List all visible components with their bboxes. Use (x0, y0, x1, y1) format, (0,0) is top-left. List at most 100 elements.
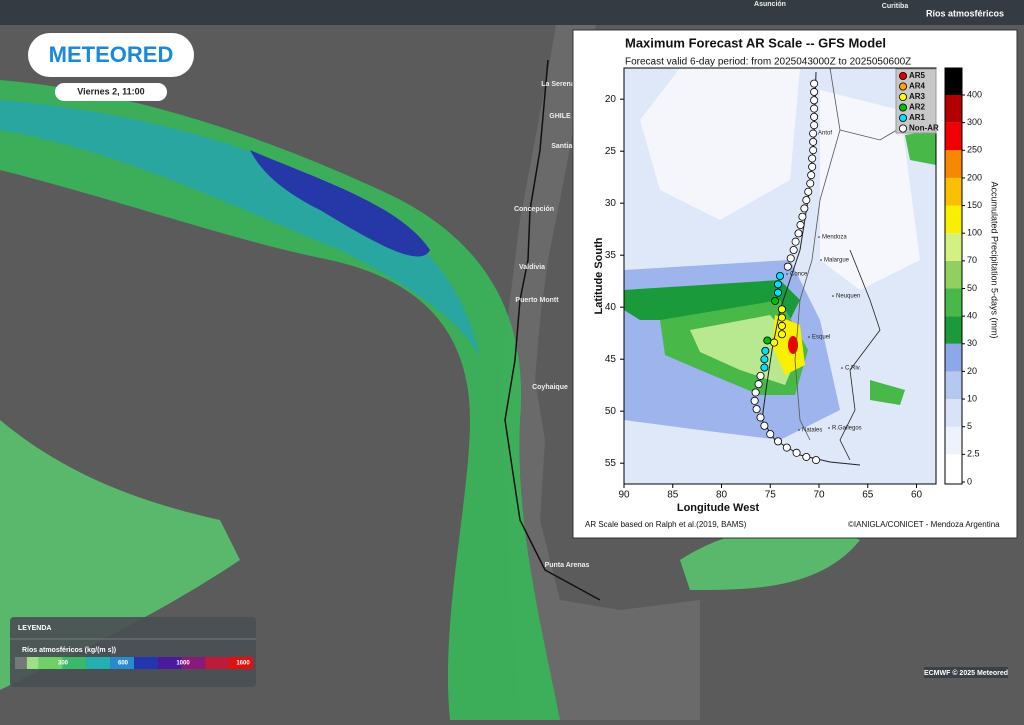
ar-point (783, 262, 792, 271)
ar-point (760, 363, 769, 372)
colorbar-tick-label: 20 (967, 366, 977, 376)
ar-swath-max (250, 150, 430, 257)
colorbar-tick-label: 50 (967, 283, 977, 293)
logo: METEORED (49, 42, 174, 67)
ar-point (809, 146, 818, 155)
colorbar-segment (945, 399, 962, 427)
colorbar-tick-label: 70 (967, 255, 977, 265)
legend-tick-label: 1000 (176, 661, 190, 667)
map-labels: Asunción Curitiba La Serena GHILE Santiago Co… (514, 1, 908, 569)
ar-swath-secondary (680, 526, 860, 590)
precip-field (624, 68, 936, 484)
credit-box (924, 667, 1008, 678)
legend-tick-label: 1600 (236, 661, 250, 667)
ar-point (782, 443, 791, 452)
ar-point (766, 430, 775, 439)
ar-point (760, 421, 769, 430)
colorbar-tick-label: 100 (967, 228, 982, 238)
legend-marker (899, 114, 908, 123)
place-label: C.Riv. (845, 366, 861, 372)
ar-point (812, 456, 821, 465)
precip-area (690, 315, 800, 385)
ar-point (798, 212, 807, 221)
colorbar-tick-label: 150 (967, 200, 982, 210)
legend-tick-label: 300 (58, 661, 69, 667)
ar-point (750, 396, 759, 405)
place-label: Mendoza (822, 235, 847, 241)
ar-point (810, 87, 819, 96)
colorbar-segment (945, 233, 962, 261)
legend-label: Non-AR (909, 124, 939, 133)
legend-label: AR3 (909, 92, 926, 101)
ar-point (810, 104, 819, 113)
ar-point (791, 237, 800, 246)
plot-frame (623, 67, 937, 485)
place-marker (828, 427, 830, 429)
place-marker (832, 295, 834, 297)
colorbar-segment (945, 260, 962, 289)
city-label: GHILE (549, 113, 571, 120)
ar-point (774, 288, 783, 297)
colorbar-segment (945, 288, 962, 317)
place-marker (786, 273, 788, 275)
ar-point (792, 448, 801, 457)
place-marker (818, 236, 820, 238)
coastline (504, 59, 601, 601)
city-label: Santiago (551, 143, 581, 150)
colorbar-tick-label: 5 (967, 421, 972, 431)
legend-swatch (15, 657, 27, 669)
legend-label: AR4 (909, 82, 926, 91)
ar-point (804, 187, 813, 196)
legend-label: Ríos atmosféricos (kg/(m s)) (22, 647, 116, 654)
colorbar-segment (945, 371, 962, 400)
place-label: Neuquen (836, 294, 860, 300)
colorbar-tick-label: 0 (967, 476, 972, 486)
place-label: Malargue (824, 258, 850, 264)
colorbar-tick-label: 200 (967, 172, 982, 182)
city-label: Curitiba (882, 3, 909, 10)
ar-point (777, 305, 786, 314)
y-tick-label: 45 (605, 354, 617, 365)
ar-point (796, 221, 805, 230)
ar-point (802, 452, 811, 461)
y-tick-label: 55 (605, 458, 617, 469)
city-label: Concepción (514, 206, 554, 213)
layer-name[interactable]: Ríos atmosféricos (926, 8, 1004, 18)
x-tick-label: 60 (911, 490, 923, 501)
legend-tick-label: 600 (118, 661, 129, 667)
place-marker (841, 367, 843, 369)
legend-marker (899, 124, 908, 133)
y-tick-label: 30 (605, 198, 617, 209)
x-tick-label: 70 (813, 490, 825, 501)
x-tick-label: 85 (667, 490, 679, 501)
ar-point (809, 137, 818, 146)
credit: ECMWF © 2025 Meteored (924, 669, 1008, 677)
ar-point (789, 245, 798, 254)
colorbar-segment (945, 426, 962, 455)
x-axis-label: Longitude West (677, 502, 760, 514)
coastline (839, 249, 881, 461)
colorbar-segment (945, 205, 962, 234)
logo-badge (28, 33, 194, 77)
legend-marker (899, 82, 908, 91)
y-tick-label: 35 (605, 250, 617, 261)
colorbar-tick-label: 250 (967, 145, 982, 155)
city-label: La Serena (541, 81, 575, 88)
place-label: Natales (802, 428, 822, 434)
legend-swatch (134, 657, 158, 669)
colorbar-segment (945, 150, 962, 178)
precip-area (870, 380, 905, 405)
ar-point (760, 355, 769, 364)
city-label: Coyhaique (532, 384, 568, 391)
chart-note: ©IANIGLA/CONICET - Mendoza Argentina (848, 520, 1000, 529)
legend-swatch (110, 657, 134, 669)
y-axis-label: Latitude South (593, 237, 605, 314)
date-badge (55, 83, 167, 101)
ar-point (763, 336, 772, 345)
legend-swatch (86, 657, 111, 669)
chart-note: AR Scale based on Ralph et al.(2019, BAM… (585, 520, 747, 529)
colorbar-tick-label: 400 (967, 89, 982, 99)
ar-point (771, 296, 780, 305)
ar-point (809, 129, 818, 138)
